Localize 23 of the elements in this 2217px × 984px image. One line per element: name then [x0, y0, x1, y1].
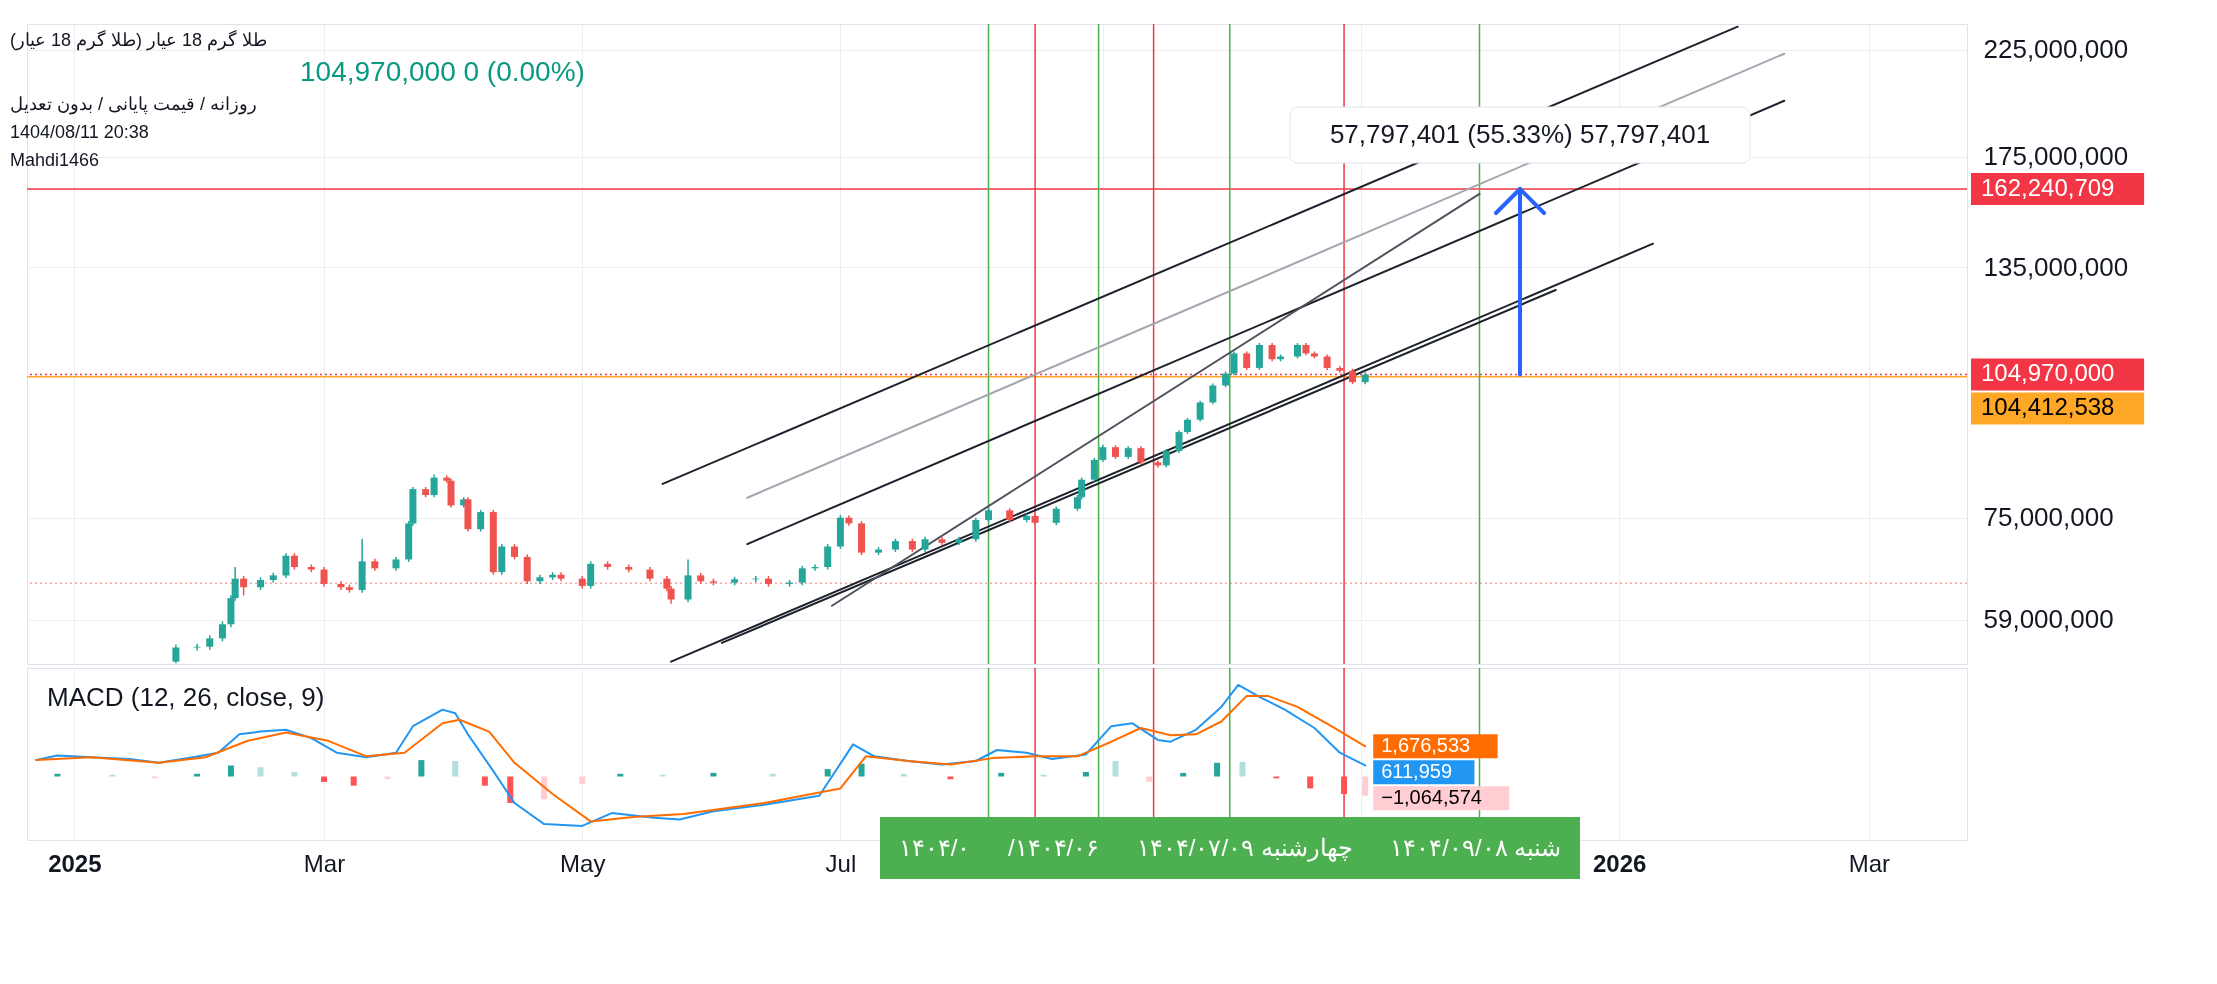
chart-title: طلا گرم 18 عیار (طلا گرم 18 عیار) — [10, 29, 269, 53]
x-tick-label: Mar — [303, 849, 346, 877]
y-tick-label: 225,000,000 — [1983, 34, 2129, 65]
x-tick-label: 2025 — [48, 849, 102, 877]
x-tick-label: May — [560, 849, 606, 877]
ref-line-label: شنبه ۱۴۰۴/۰۹/۰۸ — [1390, 834, 1562, 862]
y-tick-label: 75,000,000 — [1983, 502, 2114, 533]
ref-line-label: 162,240,709 — [1981, 174, 2115, 202]
ref-line-label: چهارشنبه ۱۴۰۴/۰۷/۰۹ — [1136, 834, 1353, 862]
ref-line-label: ۱۴۰۴/۰۶/ — [1007, 834, 1100, 862]
y-tick-label: 59,000,000 — [1983, 604, 2114, 635]
ref-line-label: ۱۴۰۴/۰ — [898, 834, 971, 862]
annotation: 1404/08/11 20:38 — [10, 121, 150, 144]
chart-title: MACD (12, 26, close, 9) — [47, 682, 325, 712]
annotation: Mahdi1466 — [10, 149, 101, 172]
annotation: 104,970,000 0 (0.00%) — [300, 55, 585, 89]
y-tick-label: 135,000,000 — [1983, 251, 2129, 282]
x-tick-label: 2026 — [1592, 849, 1647, 877]
x-tick-label: Jul — [825, 849, 857, 877]
annotation: 57,797,401 (55.33%) 57,797,401 — [1329, 119, 1711, 149]
x-tick-label: Mar — [1848, 849, 1891, 877]
y-tick-label: 175,000,000 — [1983, 141, 2129, 172]
text: روزانه / قیمت پایانی / بدون تعدیل — [10, 93, 258, 117]
